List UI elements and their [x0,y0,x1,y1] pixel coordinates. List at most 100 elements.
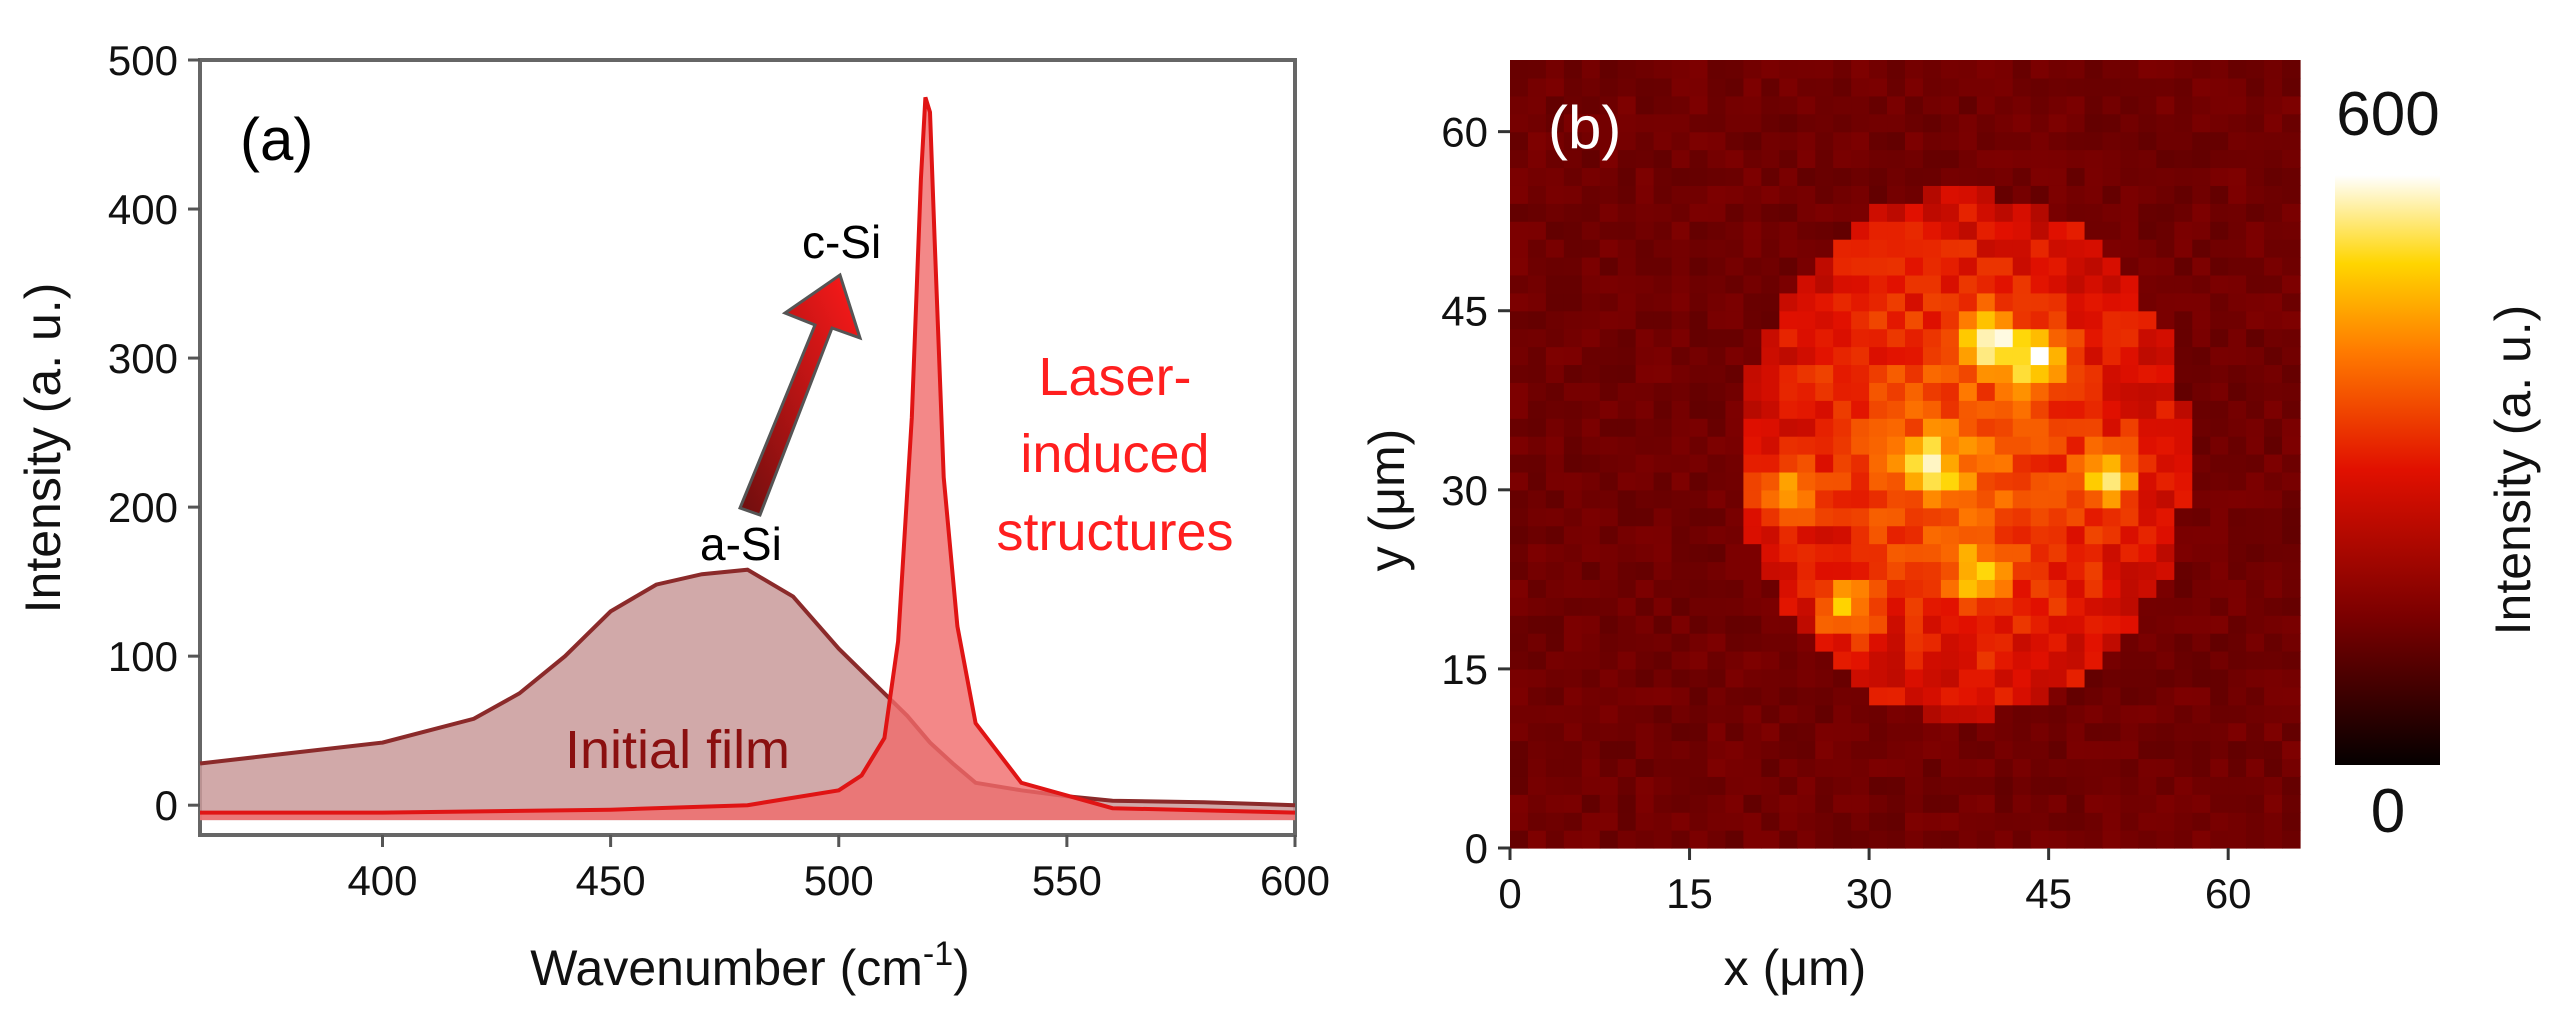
heatmap-cell [2246,668,2265,688]
heatmap-cell [2048,418,2068,437]
heatmap-cell [2048,579,2068,598]
heatmap-cell [1707,364,1727,383]
heatmap-cell [1779,382,1798,401]
annotation-c-si: c-Si [802,216,881,268]
heatmap-cell [2084,489,2104,509]
heatmap-cell [1689,489,1709,509]
heatmap-cell [1689,60,1709,79]
heatmap-cell [1707,686,1727,706]
heatmap-cell [2264,704,2283,724]
heatmap-cell [1527,722,1547,742]
heatmap-cell [1779,686,1798,706]
heatmap-cell [1545,812,1565,831]
heatmap-cell [1976,310,1996,330]
heatmap-cell [1815,651,1834,670]
heatmap-cell [2084,95,2104,115]
heatmap-cell [2174,543,2193,563]
heatmap-cell [2048,830,2068,849]
heatmap-cell [1599,274,1619,294]
heatmap-cell [1761,740,1780,760]
heatmap-cell [2264,310,2283,330]
heatmap-cell [1797,651,1816,670]
heatmap-cell [2228,686,2247,706]
heatmap-cell [1905,704,1924,724]
heatmap-cell [1671,776,1691,795]
heatmap-cell [1797,633,1816,652]
heatmap-cell [1905,758,1924,777]
heatmap-cell [1527,543,1547,563]
heatmap-cell [1994,633,2014,652]
heatmap-cell [1671,454,1691,473]
heatmap-cell [1976,740,1996,760]
heatmap-cell [1527,292,1547,312]
heatmap-cell [1743,489,1762,509]
heatmap-cell [1833,686,1852,706]
heatmap-cell [1707,615,1727,634]
heatmap-cell [1545,776,1565,795]
heatmap-cell [1545,113,1565,133]
heatmap-cell [1994,812,2014,831]
heatmap-cell [2282,221,2301,240]
heatmap-cell [2174,167,2193,186]
heatmap-cell [1635,95,1655,115]
heatmap-cell [2282,274,2301,294]
heatmap-cell [2192,615,2211,634]
heatmap-cell [1976,239,1996,258]
heatmap-cell [2246,471,2265,491]
heatmap-cell [1797,257,1816,276]
heatmap-cell [1581,579,1601,598]
heatmap-cell [1833,95,1852,115]
heatmap-cell [2282,400,2301,419]
heatmap-cell [1976,489,1996,509]
heatmap-cell [2138,812,2157,831]
heatmap-cell [1545,221,1565,240]
heatmap-cell [1653,740,1673,760]
heatmap-cell [1653,328,1673,348]
heatmap-cell [1779,651,1798,670]
heatmap-cell [1725,239,1744,258]
heatmap-cell [2192,722,2211,742]
heatmap-cell [1581,382,1601,401]
heatmap-cell [2192,758,2211,777]
heatmap-cell [1994,776,2014,795]
heatmap-cell [2030,364,2050,383]
heatmap-cell [2102,651,2122,670]
heatmap-cell [1635,418,1655,437]
heatmap-cell [1887,543,1906,563]
heatmap-cell [1922,830,1942,849]
heatmap-cell [2192,776,2211,795]
heatmap-cell [1617,328,1637,348]
heatmap-cell [1976,167,1996,186]
heatmap-cell [2156,794,2175,813]
heatmap-cell [2282,489,2301,509]
heatmap-cell [1510,633,1529,652]
heatmap-cell [2264,543,2283,563]
heatmap-cell [2120,740,2139,760]
heatmap-cell [2156,507,2175,527]
heatmap-cell [2210,579,2229,598]
heatmap-cell [1976,651,1996,670]
heatmap-cell [2156,328,2175,348]
heatmap-cell [2174,185,2193,204]
heatmap-cell [2102,686,2122,706]
heatmap-cell [1833,113,1852,133]
heatmap-cell [1779,418,1798,437]
heatmap-cell [1707,77,1727,97]
heatmap-cell [2102,776,2122,795]
heatmap-cell [1635,489,1655,509]
heatmap-cell [2192,310,2211,330]
heatmap-cell [1707,292,1727,312]
heatmap-cell [2156,131,2175,151]
heatmap-cell [1527,239,1547,258]
heatmap-cell [2138,615,2157,634]
heatmap-cell [1563,579,1583,598]
heatmap-cell [1940,436,1960,455]
heatmap-cell [1797,686,1816,706]
heatmap [1510,60,2301,849]
heatmap-cell [1797,740,1816,760]
heatmap-cell [1545,704,1565,724]
heatmap-cell [2210,418,2229,437]
heatmap-cell [1725,812,1744,831]
heatmap-cell [2174,274,2193,294]
heatmap-cell [1851,328,1870,348]
